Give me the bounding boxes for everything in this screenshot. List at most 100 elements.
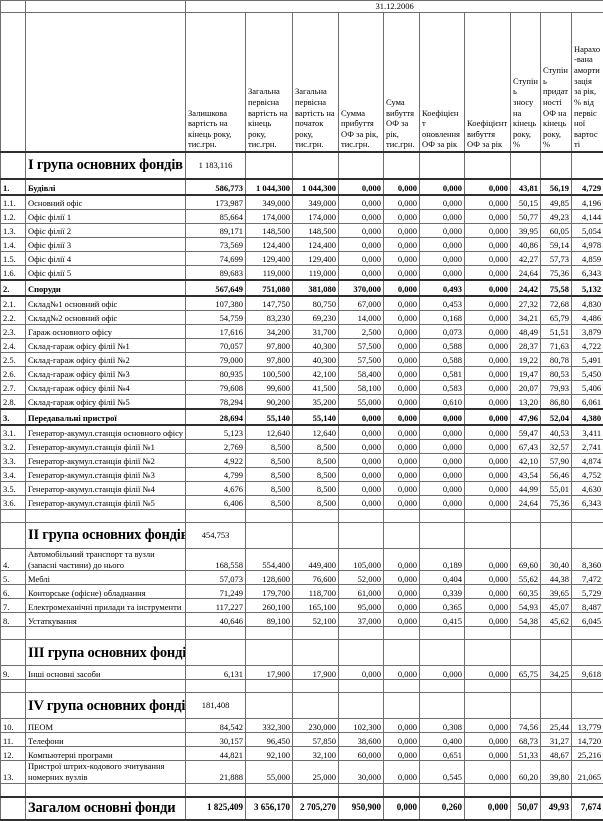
value-cell: 67,43 bbox=[511, 440, 541, 454]
value-cell: 567,649 bbox=[186, 280, 246, 296]
value-cell: 2,741 bbox=[572, 440, 603, 454]
value-cell: 0,415 bbox=[420, 613, 465, 627]
value-cell: 129,400 bbox=[246, 252, 293, 266]
value-cell: 0,000 bbox=[420, 482, 465, 496]
value-cell: 42,27 bbox=[511, 252, 541, 266]
value-cell: 0,260 bbox=[420, 797, 465, 820]
value-cell: 0,000 bbox=[384, 179, 420, 195]
row-number-cell: 2.1. bbox=[1, 296, 26, 311]
value-cell bbox=[384, 693, 420, 719]
value-cell bbox=[511, 640, 541, 666]
value-cell: 0,000 bbox=[384, 733, 420, 747]
value-cell: 165,100 bbox=[293, 599, 339, 613]
value-cell: 79,93 bbox=[541, 381, 572, 395]
value-cell: 0,453 bbox=[420, 296, 465, 311]
value-cell: 0,400 bbox=[420, 733, 465, 747]
value-cell: 60,20 bbox=[511, 761, 541, 783]
value-cell: 71,63 bbox=[541, 339, 572, 353]
value-cell bbox=[541, 680, 572, 693]
column-header: Сума вибуття ОФ за рік, тис.грн. bbox=[384, 13, 420, 153]
value-cell: 148,500 bbox=[293, 224, 339, 238]
asset-name-cell: Компьютерні програми bbox=[26, 747, 186, 761]
value-cell: 6,406 bbox=[186, 496, 246, 510]
value-cell bbox=[420, 680, 465, 693]
value-cell: 40,300 bbox=[293, 353, 339, 367]
corner-cell bbox=[1, 13, 26, 153]
asset-name-cell: Офіс філії 1 bbox=[26, 210, 186, 224]
value-cell: 75,58 bbox=[541, 280, 572, 296]
value-cell: 4,922 bbox=[186, 454, 246, 468]
value-cell: 61,000 bbox=[339, 585, 384, 599]
value-cell: 0,000 bbox=[384, 195, 420, 210]
value-cell: 0,000 bbox=[384, 280, 420, 296]
value-cell: 0,000 bbox=[465, 719, 511, 733]
data-row: 13.Пристрої штрих-кодового зчитування но… bbox=[1, 761, 603, 783]
value-cell: 31,27 bbox=[541, 733, 572, 747]
value-cell: 58,400 bbox=[339, 367, 384, 381]
value-cell: 0,000 bbox=[339, 224, 384, 238]
asset-name-cell bbox=[26, 680, 186, 693]
value-cell: 0,000 bbox=[384, 238, 420, 252]
asset-name-cell: Електромеханічні прилади та інструменти bbox=[26, 599, 186, 613]
value-cell: 25,216 bbox=[572, 747, 603, 761]
value-cell: 57,90 bbox=[541, 454, 572, 468]
row-number-cell: 2.8. bbox=[1, 395, 26, 410]
column-header: Загальна первісна вартість на кінець рок… bbox=[246, 13, 293, 153]
value-cell: 76,600 bbox=[293, 571, 339, 585]
value-cell: 100,500 bbox=[246, 367, 293, 381]
value-cell: 179,700 bbox=[246, 585, 293, 599]
value-cell: 25,44 bbox=[541, 719, 572, 733]
value-cell: 65,75 bbox=[511, 666, 541, 680]
row-number-cell bbox=[1, 797, 26, 820]
value-cell: 0,000 bbox=[465, 210, 511, 224]
value-cell: 0,000 bbox=[465, 733, 511, 747]
value-cell: 0,588 bbox=[420, 353, 465, 367]
value-cell: 0,404 bbox=[420, 571, 465, 585]
value-cell: 8,500 bbox=[246, 482, 293, 496]
value-cell: 40,53 bbox=[541, 425, 572, 440]
value-cell: 0,000 bbox=[465, 381, 511, 395]
value-cell: 39,65 bbox=[541, 585, 572, 599]
value-cell: 0,000 bbox=[339, 252, 384, 266]
value-cell: 0,000 bbox=[384, 266, 420, 281]
header-row: Залишкова вартість на кінець року, тис.г… bbox=[1, 13, 603, 153]
value-cell: 0,000 bbox=[339, 468, 384, 482]
value-cell bbox=[572, 152, 603, 179]
row-number-cell: 2. bbox=[1, 280, 26, 296]
row-number-cell: 2.3. bbox=[1, 325, 26, 339]
value-cell: 72,68 bbox=[541, 296, 572, 311]
value-cell: 0,000 bbox=[420, 425, 465, 440]
value-cell: 96,450 bbox=[246, 733, 293, 747]
value-cell: 0,000 bbox=[384, 311, 420, 325]
value-cell: 9,618 bbox=[572, 666, 603, 680]
asset-name-cell: III група основних фондів bbox=[26, 640, 186, 666]
value-cell: 8,500 bbox=[293, 454, 339, 468]
value-cell: 60,35 bbox=[511, 585, 541, 599]
value-cell: 554,400 bbox=[246, 549, 293, 571]
value-cell: 129,400 bbox=[293, 252, 339, 266]
value-cell: 118,700 bbox=[293, 585, 339, 599]
asset-name-cell: Офіс філії 4 bbox=[26, 252, 186, 266]
value-cell: 50,77 bbox=[511, 210, 541, 224]
value-cell bbox=[293, 680, 339, 693]
value-cell: 0,000 bbox=[420, 252, 465, 266]
value-cell: 0,000 bbox=[465, 571, 511, 585]
value-cell: 0,000 bbox=[384, 210, 420, 224]
value-cell: 8,500 bbox=[246, 440, 293, 454]
asset-name-cell: Склад-гараж офісу філії №5 bbox=[26, 395, 186, 410]
row-number-cell: 1.3. bbox=[1, 224, 26, 238]
value-cell: 0,610 bbox=[420, 395, 465, 410]
value-cell: 0,000 bbox=[420, 210, 465, 224]
value-cell: 8,500 bbox=[293, 440, 339, 454]
asset-name-cell: Інші основні засоби bbox=[26, 666, 186, 680]
value-cell bbox=[541, 523, 572, 549]
